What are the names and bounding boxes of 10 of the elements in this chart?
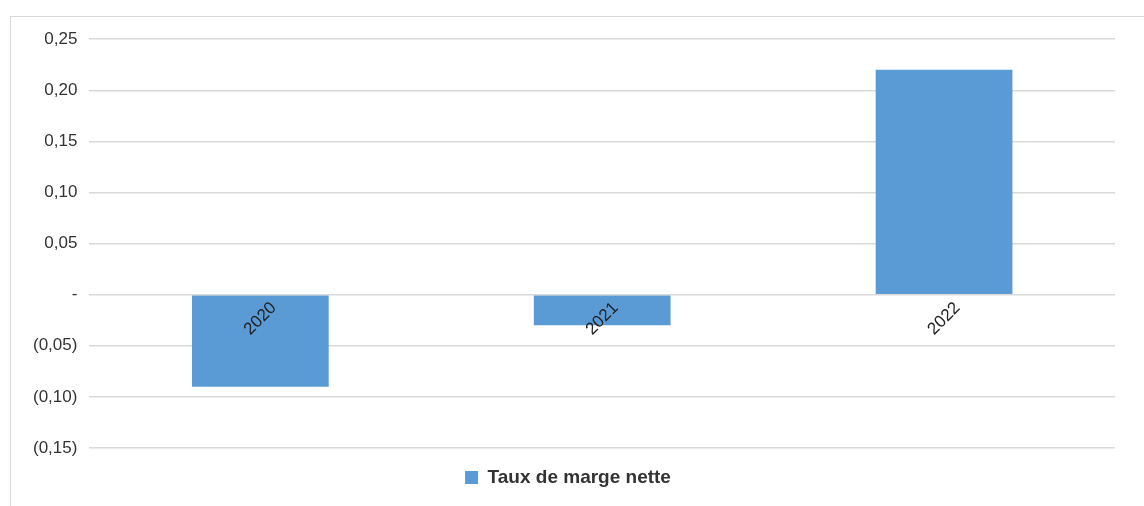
y-tick-label: 0,15 <box>44 131 78 151</box>
legend-label: Taux de marge nette <box>487 465 671 487</box>
y-tick-label: (0,05) <box>32 335 78 355</box>
y-tick-label: 0,05 <box>44 233 78 253</box>
y-tick-label: 0,25 <box>44 28 78 48</box>
y-tick-label: (0,15) <box>32 437 78 457</box>
y-tick-label: - <box>71 284 78 304</box>
y-tick-label: 0,20 <box>44 79 78 99</box>
y-tick-label: (0,10) <box>32 386 78 406</box>
y-tick-label: 0,10 <box>44 182 78 202</box>
